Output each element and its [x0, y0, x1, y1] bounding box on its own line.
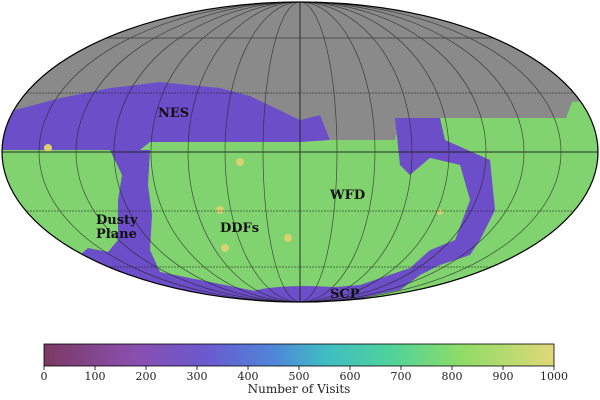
- ddf-spot: [44, 144, 52, 152]
- colorbar-tick-label: 700: [391, 370, 412, 383]
- colorbar-ticks: 0 100 200 300 400 500 600 700 800 900 1000: [41, 366, 568, 383]
- region-label-dusty: Dusty: [96, 213, 138, 228]
- region-label-plane: Plane: [96, 227, 137, 242]
- region-label-nes: NES: [158, 106, 189, 121]
- ddf-spot: [221, 244, 229, 252]
- colorbar-tick-label: 0: [41, 370, 48, 383]
- ddf-spots: [44, 144, 443, 252]
- colorbar-gradient: [43, 343, 555, 367]
- colorbar: 0 100 200 300 400 500 600 700 800 900 1000 Number …: [41, 343, 568, 396]
- colorbar-tick-label: 900: [493, 370, 514, 383]
- nes-region: [2, 82, 330, 150]
- ddf-spot: [236, 158, 244, 166]
- dusty-plane-region-east: [300, 118, 495, 300]
- colorbar-label: Number of Visits: [248, 382, 351, 396]
- colorbar-tick-label: 800: [442, 370, 463, 383]
- colorbar-tick-label: 600: [340, 370, 361, 383]
- colorbar-tick-label: 100: [85, 370, 106, 383]
- colorbar-tick-label: 1000: [540, 370, 568, 383]
- dusty-plane-region: [80, 150, 300, 302]
- region-label-wfd: WFD: [329, 188, 365, 203]
- region-label-scp: SCP: [330, 287, 360, 302]
- colorbar-tick-label: 400: [238, 370, 259, 383]
- mollweide-map: [2, 2, 598, 302]
- ddf-spot: [216, 206, 224, 214]
- colorbar-tick-label: 500: [289, 370, 310, 383]
- colorbar-tick-label: 300: [187, 370, 208, 383]
- ddf-spot: [437, 209, 443, 215]
- colorbar-tick-label: 200: [136, 370, 157, 383]
- map-outline: [1, 1, 599, 303]
- region-label-ddfs: DDFs: [220, 221, 259, 236]
- ddf-spot: [284, 234, 292, 242]
